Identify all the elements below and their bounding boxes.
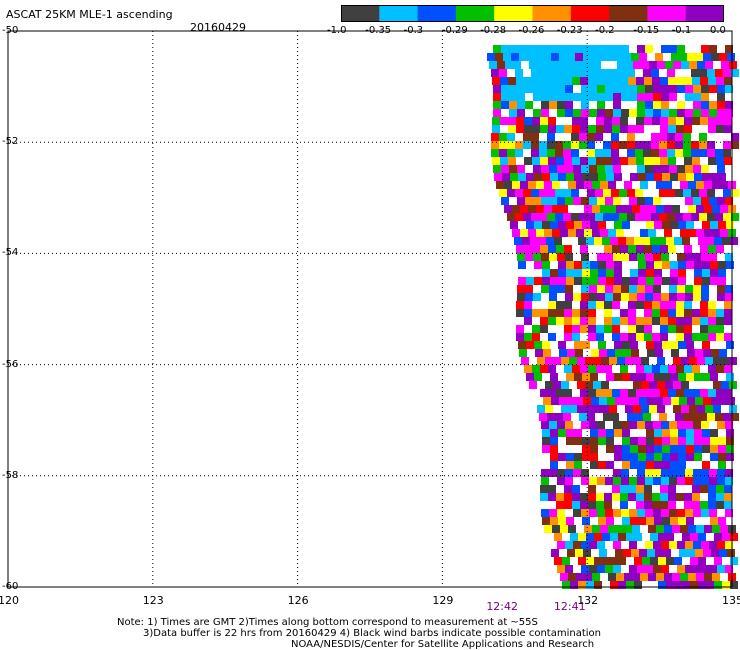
- lat-tick-label: -50: [2, 25, 19, 36]
- note-line-1: Note: 1) Times are GMT 2)Times along bot…: [117, 617, 538, 628]
- lat-tick-label: -58: [2, 469, 19, 481]
- lon-tick-label: 132: [577, 594, 599, 607]
- color-legend: [341, 5, 724, 22]
- lon-tick-label: 126: [287, 594, 309, 607]
- map-title: ASCAT 25KM MLE-1 ascending: [6, 8, 173, 21]
- lat-tick-label: -60: [2, 581, 19, 592]
- note-line-3: NOAA/NESDIS/Center for Satellite Applica…: [291, 639, 595, 650]
- lat-tick-label: -52: [2, 136, 19, 148]
- legend-swatch: [455, 5, 495, 22]
- legend-swatch: [494, 5, 533, 22]
- legend-swatch: [379, 5, 419, 22]
- time-label: 12:41: [553, 600, 586, 613]
- legend-swatch: [532, 5, 572, 22]
- map-frame: [7, 30, 733, 588]
- legend-swatch: [647, 5, 687, 22]
- legend-swatch: [609, 5, 648, 22]
- legend-swatch: [570, 5, 610, 22]
- lon-tick-label: 120: [0, 594, 19, 607]
- note-line-2: 3)Data buffer is 22 hrs from 20160429 4)…: [143, 628, 601, 639]
- lon-tick-label: 123: [142, 594, 164, 607]
- swath-cells: [485, 45, 739, 589]
- legend-swatch: [417, 5, 457, 22]
- legend-swatch: [685, 5, 724, 22]
- lon-tick-label: 135: [722, 594, 740, 607]
- time-label: 12:42: [486, 600, 519, 613]
- legend-swatch: [341, 5, 380, 22]
- lon-tick-label: 129: [432, 594, 454, 607]
- lat-tick-label: -54: [2, 247, 19, 259]
- lat-tick-label: -56: [2, 358, 19, 370]
